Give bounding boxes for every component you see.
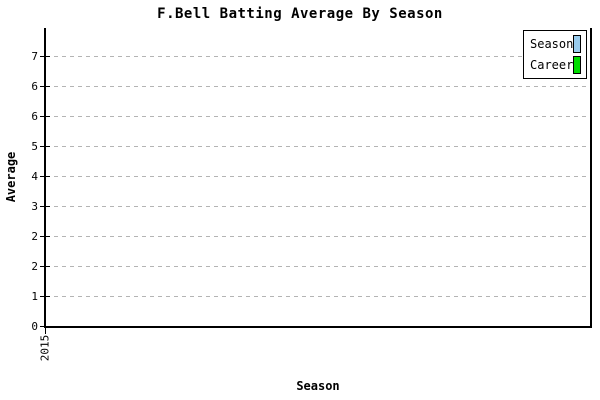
legend-swatch bbox=[573, 35, 581, 53]
y-tick-label: 3 bbox=[31, 200, 38, 213]
y-tick-mark bbox=[40, 296, 50, 297]
gridline bbox=[46, 266, 590, 267]
y-tick-mark bbox=[40, 326, 50, 327]
y-tick-mark bbox=[40, 206, 50, 207]
gridline bbox=[46, 296, 590, 297]
gridline bbox=[46, 56, 590, 57]
y-tick-mark bbox=[40, 236, 50, 237]
gridline bbox=[46, 116, 590, 117]
chart-title: F.Bell Batting Average By Season bbox=[157, 6, 443, 22]
legend-box: Season Career bbox=[523, 30, 587, 79]
legend-swatch bbox=[573, 56, 581, 74]
y-tick-label: 6 bbox=[31, 80, 38, 93]
y-tick-label: 4 bbox=[31, 170, 38, 183]
y-tick-label: 2 bbox=[31, 230, 38, 243]
plot-area: 7 6 6 5 4 3 2 2 1 0 bbox=[31, 28, 592, 334]
x-tick-mark bbox=[45, 328, 46, 334]
legend-label: Career bbox=[530, 58, 574, 72]
y-tick-mark bbox=[40, 176, 50, 177]
gridline bbox=[46, 146, 590, 147]
y-tick-mark bbox=[40, 116, 50, 117]
y-tick-label: 7 bbox=[31, 50, 38, 63]
y-tick-label: 1 bbox=[31, 290, 38, 303]
x-tick-label: 2015 bbox=[38, 334, 52, 362]
legend-item: Career bbox=[524, 56, 586, 75]
y-tick-label: 6 bbox=[31, 110, 38, 123]
y-tick-label: 0 bbox=[31, 320, 38, 333]
y-tick-mark bbox=[40, 266, 50, 267]
gridline bbox=[46, 236, 590, 237]
y-tick-label: 5 bbox=[31, 140, 38, 153]
y-tick-mark bbox=[40, 86, 50, 87]
legend-item: Season bbox=[524, 35, 586, 54]
y-tick-mark bbox=[40, 56, 50, 57]
gridline bbox=[46, 86, 590, 87]
gridline bbox=[46, 206, 590, 207]
y-tick-label: 2 bbox=[31, 260, 38, 273]
legend-label: Season bbox=[530, 37, 574, 51]
y-tick-mark bbox=[40, 146, 50, 147]
gridline bbox=[46, 176, 590, 177]
x-axis-label: Season bbox=[296, 379, 340, 393]
